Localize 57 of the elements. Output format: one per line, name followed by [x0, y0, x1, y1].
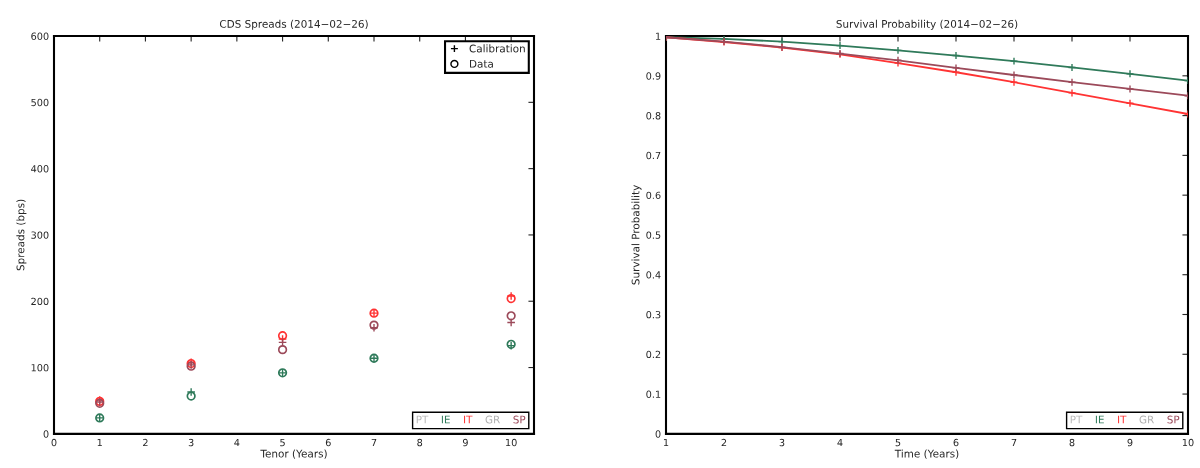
x-tick-label: 6: [953, 438, 959, 447]
x-tick-label: 10: [506, 438, 517, 447]
x-tick-label: 7: [1011, 439, 1017, 447]
x-tick-label: 8: [1069, 438, 1075, 447]
x-tick-label: 3: [779, 438, 785, 447]
x-axis-title: Time (Years): [894, 449, 959, 459]
y-tick-label: 0.9: [646, 72, 661, 80]
y-tick-label: 0.4: [646, 271, 661, 279]
text: IT: [464, 415, 473, 424]
chart-title: Survival Probability (2014−02−26): [836, 19, 1018, 30]
y-tick-label: 500: [31, 98, 49, 107]
x-tick-label: 9: [462, 438, 468, 447]
y-tick-label: 0.3: [646, 310, 661, 319]
x-tick-label: 1: [97, 439, 102, 447]
legend-label: PT: [416, 415, 429, 424]
x-axis-title: Tenor (Years): [260, 449, 327, 459]
x-tick-label: 8: [417, 438, 423, 447]
y-axis-title: Survival Probability: [631, 185, 642, 285]
y-tick-label: 100: [31, 364, 49, 372]
x-tick-label: 7: [371, 439, 377, 447]
x-tick-label: 6: [325, 438, 331, 447]
y-tick-label: 0: [43, 430, 49, 438]
y-tick-label: 0.6: [646, 191, 661, 199]
y-tick-label: 0.7: [646, 151, 661, 160]
annotation: Calibration: [469, 44, 525, 53]
y-tick-label: 0.2: [646, 350, 661, 359]
y-tick-label: 0: [655, 430, 661, 438]
x-tick-label: 9: [1127, 438, 1133, 447]
y-tick-label: 400: [31, 165, 49, 173]
x-tick-label: 5: [280, 439, 285, 447]
legend-label: GR: [1139, 415, 1154, 424]
y-tick-label: 0.5: [646, 231, 661, 239]
x-tick-label: 3: [188, 438, 194, 447]
y-axis-title: Spreads (bps): [16, 199, 27, 271]
text: SP: [1167, 415, 1180, 424]
x-tick-label: 2: [143, 438, 148, 447]
x-tick-label: 5: [895, 439, 901, 447]
y-tick-label: 0.8: [646, 112, 661, 120]
legend-label: PT: [1070, 415, 1083, 424]
text: IE: [1095, 415, 1104, 424]
y-tick-label: 0.1: [646, 390, 661, 398]
legend-label: GR: [485, 415, 500, 424]
x-tick-label: 2: [721, 438, 727, 447]
y-tick-label: 300: [31, 231, 49, 239]
x-tick-label: 1: [663, 439, 669, 447]
y-tick-label: 1: [656, 32, 661, 40]
x-tick-label: 4: [837, 439, 843, 447]
annotation: Data: [470, 59, 493, 68]
text: IE: [441, 415, 450, 424]
y-tick-label: 600: [31, 32, 49, 40]
chart-title: CDS Spreads (2014−02−26): [219, 19, 368, 30]
text: SP: [513, 415, 526, 424]
x-tick-label: 4: [234, 439, 240, 447]
x-tick-label: 0: [51, 438, 57, 447]
y-tick-label: 200: [31, 297, 49, 306]
text: IT: [1118, 415, 1127, 424]
x-tick-label: 10: [1182, 438, 1194, 447]
